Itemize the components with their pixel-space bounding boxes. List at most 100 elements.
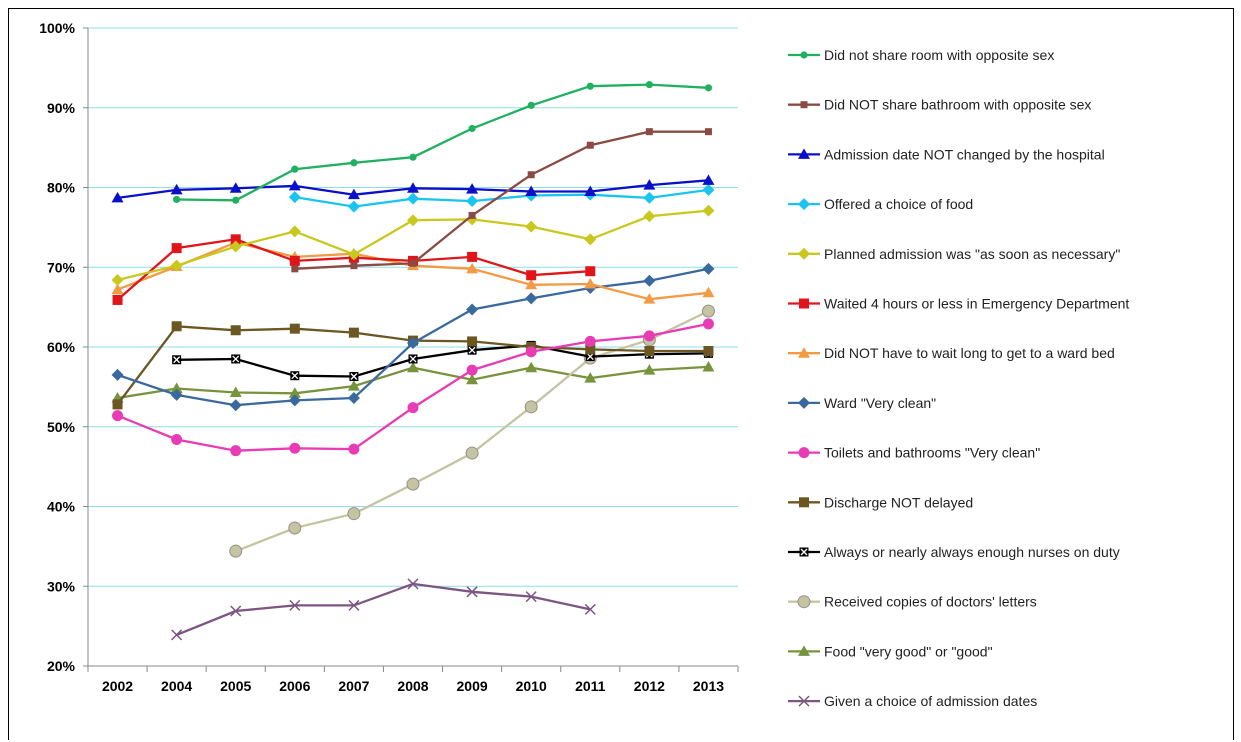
legend-label: Given a choice of admission dates	[824, 693, 1037, 709]
data-point	[643, 330, 655, 342]
legend-label: Discharge NOT delayed	[824, 494, 973, 510]
legend-item: Toilets and bathrooms "Very clean"	[788, 445, 1040, 461]
y-tick-label: 70%	[47, 259, 76, 275]
series-line	[294, 130, 709, 270]
data-point	[170, 183, 183, 195]
x-tick-label: 2002	[102, 678, 133, 694]
data-point-cross	[586, 353, 594, 361]
series-line	[176, 83, 709, 202]
data-point	[348, 443, 360, 455]
series-line	[176, 344, 709, 378]
data-point	[584, 277, 597, 289]
y-tick-label: 20%	[47, 658, 76, 674]
data-point	[347, 380, 360, 391]
data-point	[703, 345, 714, 356]
series-line	[117, 241, 709, 301]
data-point	[467, 251, 478, 262]
data-point	[288, 225, 301, 238]
data-point	[466, 373, 479, 385]
x-tick-label: 2007	[338, 678, 369, 694]
y-tick-label: 90%	[47, 100, 76, 116]
legend-label: Ward "Very clean"	[824, 395, 936, 411]
data-point-cross	[350, 373, 358, 380]
legend-item: Ward "Very clean"	[788, 395, 936, 411]
data-point	[111, 283, 124, 295]
legend-swatch-marker	[798, 247, 810, 260]
data-point	[230, 605, 242, 617]
x-tick-label: 2011	[575, 678, 606, 694]
data-point	[584, 185, 597, 196]
data-point-cross	[468, 346, 476, 354]
data-point	[524, 400, 538, 414]
legend-label: Did not share room with opposite sex	[824, 47, 1054, 63]
series-line	[294, 188, 709, 208]
data-point	[230, 234, 241, 245]
data-point	[407, 337, 419, 350]
legend-swatch-marker	[798, 695, 810, 707]
data-point	[525, 591, 537, 603]
data-point	[170, 382, 183, 393]
series	[111, 360, 715, 403]
legend-item: Did not share room with opposite sex	[788, 47, 1054, 63]
data-point	[465, 446, 479, 460]
y-tick-label: 100%	[39, 20, 75, 36]
data-point-cross	[291, 372, 299, 380]
data-point	[111, 191, 124, 203]
data-point	[526, 270, 537, 281]
data-point	[468, 211, 476, 219]
data-point	[170, 259, 183, 272]
data-point	[289, 255, 300, 266]
data-point	[289, 599, 301, 611]
legend-label: Always or nearly always enough nurses on…	[824, 544, 1120, 560]
legend-swatch-marker	[797, 595, 811, 609]
data-point	[409, 259, 417, 267]
y-tick-label: 80%	[47, 180, 76, 196]
data-point	[704, 128, 712, 136]
legend-label: Received copies of doctors' letters	[824, 594, 1037, 610]
data-point	[407, 214, 419, 227]
data-point	[702, 318, 714, 330]
data-point	[643, 364, 656, 375]
data-point	[467, 345, 477, 355]
data-point	[527, 101, 535, 109]
data-point	[643, 191, 656, 204]
data-point	[409, 153, 417, 161]
data-point	[584, 335, 596, 347]
data-point	[408, 354, 418, 364]
legend-swatch-marker	[798, 447, 810, 459]
data-point	[585, 352, 595, 362]
legend-swatch-marker	[799, 298, 809, 309]
y-axis: 20% 30% 40% 50% 60% 70% 80% 90% 100%	[39, 20, 89, 674]
x-tick-label: 2010	[516, 678, 547, 694]
legend-swatch-marker	[798, 148, 810, 159]
data-point	[525, 220, 538, 233]
legend-item: Received copies of doctors' letters	[788, 594, 1037, 610]
legend-item: Admission date NOT changed by the hospit…	[788, 146, 1105, 162]
data-point	[171, 434, 183, 446]
series	[111, 236, 715, 304]
data-point	[584, 233, 597, 246]
data-point	[406, 477, 420, 491]
data-point	[702, 204, 715, 217]
data-point	[350, 159, 358, 167]
data-point	[230, 325, 241, 336]
data-point	[585, 344, 596, 355]
data-point	[288, 191, 301, 204]
data-point	[111, 368, 124, 381]
data-point	[702, 262, 715, 275]
data-point	[231, 354, 241, 364]
data-point	[347, 188, 360, 200]
legend-item: Planned admission was "as soon as necess…	[788, 246, 1120, 262]
data-point	[586, 141, 594, 149]
legend-swatch-marker	[799, 497, 809, 508]
x-tick-label: 2009	[457, 678, 488, 694]
chart-frame	[8, 8, 1234, 740]
data-point	[348, 327, 359, 338]
data-point	[407, 361, 419, 373]
data-point	[645, 81, 653, 89]
legend: Did not share room with opposite sex Did …	[788, 47, 1129, 709]
series	[111, 204, 715, 287]
data-point	[229, 240, 242, 253]
data-point	[525, 292, 538, 305]
data-point	[702, 286, 715, 298]
